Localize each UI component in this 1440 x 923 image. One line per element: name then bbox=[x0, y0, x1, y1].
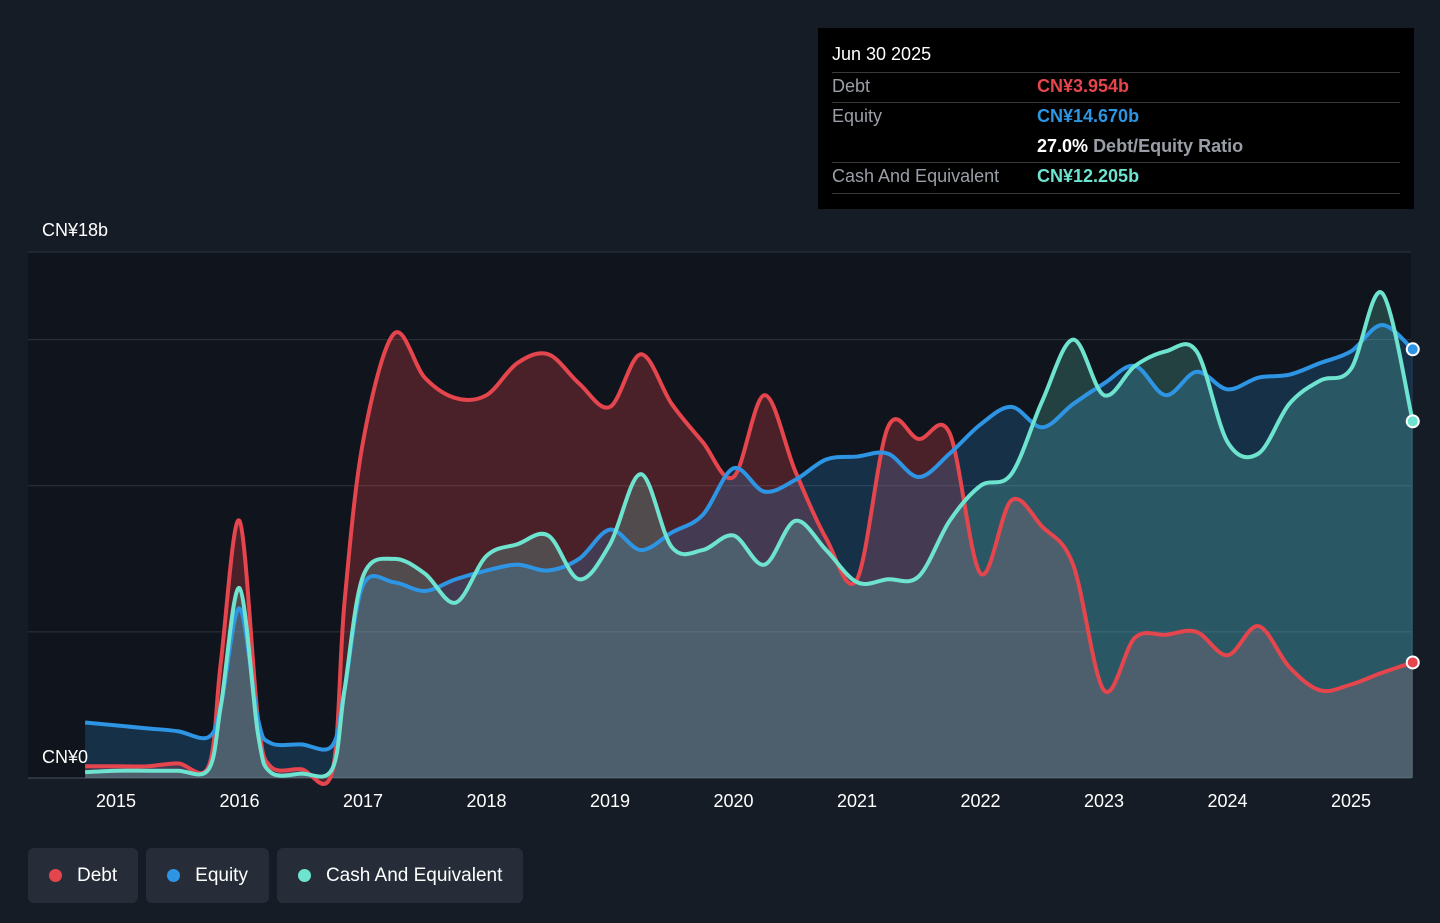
legend-item-debt[interactable]: Debt bbox=[28, 848, 139, 903]
x-tick-label: 2019 bbox=[590, 791, 630, 811]
equity-dot-icon bbox=[167, 869, 181, 882]
cash-line bbox=[85, 290, 1415, 779]
tooltip-ratio-label: Debt/Equity Ratio bbox=[1093, 136, 1244, 156]
x-tick-label: 2018 bbox=[466, 791, 506, 811]
x-tick-label: 2021 bbox=[837, 791, 877, 811]
tooltip-cash-label: Cash And Equivalent bbox=[832, 166, 1000, 186]
legend-item-equity[interactable]: Equity bbox=[146, 848, 269, 903]
tooltip-cash-value: CN¥12.205b bbox=[1037, 166, 1140, 186]
legend-cash-label: Cash And Equivalent bbox=[325, 864, 503, 886]
tooltip-divider bbox=[832, 162, 1400, 163]
tooltip-ratio: 27.0% Debt/Equity Ratio bbox=[1037, 136, 1243, 157]
cash-endpoint[interactable] bbox=[1405, 414, 1420, 429]
tooltip-equity-label: Equity bbox=[832, 106, 883, 126]
debt-area bbox=[85, 332, 1413, 784]
debt-endpoint[interactable] bbox=[1405, 655, 1420, 670]
cash-area bbox=[85, 292, 1413, 778]
x-tick-label: 2025 bbox=[1331, 791, 1371, 811]
tooltip-date: Jun 30 2025 bbox=[832, 44, 932, 64]
y-tick-label-bottom: CN¥0 bbox=[42, 747, 88, 767]
tooltip-divider bbox=[832, 72, 1400, 73]
debt-dot-icon bbox=[49, 869, 62, 882]
tooltip-debt-value: CN¥3.954b bbox=[1037, 76, 1130, 96]
x-tick-label: 2022 bbox=[960, 791, 1000, 811]
x-tick-label: 2020 bbox=[713, 791, 753, 811]
chart-legend: Debt Equity Cash And Equivalent bbox=[28, 848, 524, 903]
tooltip-divider bbox=[832, 193, 1400, 194]
tooltip-ratio-value: 27.0% bbox=[1037, 136, 1089, 156]
x-tick-label: 2016 bbox=[219, 791, 259, 811]
equity-line bbox=[84, 323, 1415, 752]
legend-equity-label: Equity bbox=[195, 864, 248, 886]
tooltip-equity-value: CN¥14.670b bbox=[1037, 106, 1140, 126]
x-tick-label: 2015 bbox=[96, 791, 136, 811]
equity-endpoint[interactable] bbox=[1405, 342, 1420, 357]
x-tick-label: 2024 bbox=[1207, 791, 1247, 811]
tooltip-divider bbox=[832, 102, 1400, 103]
legend-item-cash[interactable]: Cash And Equivalent bbox=[276, 848, 524, 903]
tooltip-panel: Jun 30 2025 Debt CN¥3.954b Equity CN¥14.… bbox=[818, 28, 1414, 209]
x-tick-label: 2017 bbox=[343, 791, 383, 811]
x-tick-label: 2023 bbox=[1084, 791, 1124, 811]
tooltip-debt-label: Debt bbox=[832, 76, 871, 96]
legend-debt-label: Debt bbox=[77, 864, 118, 886]
y-tick-label-top: CN¥18b bbox=[42, 220, 108, 240]
cash-dot-icon bbox=[297, 869, 311, 882]
